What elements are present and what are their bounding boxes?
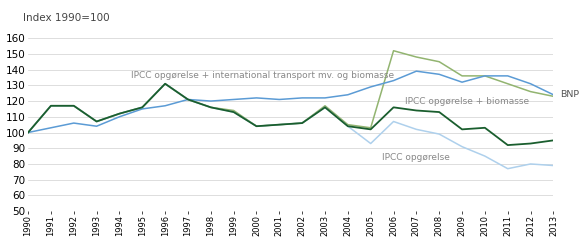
Text: IPCC opgørelse + biomasse: IPCC opgørelse + biomasse bbox=[405, 97, 529, 106]
Text: Index 1990=100: Index 1990=100 bbox=[23, 13, 109, 23]
Text: BNP: BNP bbox=[560, 90, 579, 99]
Text: IPCC opgørelse: IPCC opgørelse bbox=[382, 153, 450, 162]
Text: IPCC opgørelse + international transport mv. og biomasse: IPCC opgørelse + international transport… bbox=[131, 71, 394, 80]
